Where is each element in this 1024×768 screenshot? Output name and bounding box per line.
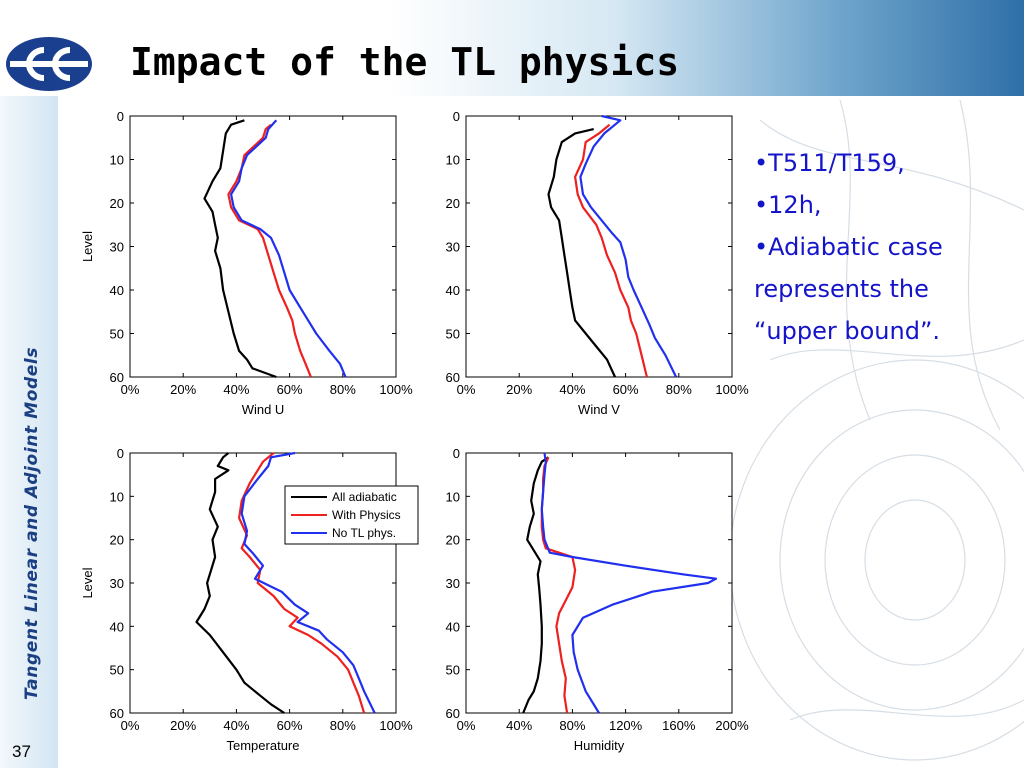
chart-1: 0% 20% 40% 60% 80% 100% 0 10 20 30 40 50 60 Wind V [446, 109, 750, 417]
y-tick-label: 40 [446, 283, 460, 298]
x-tick-label: 100% [379, 382, 413, 397]
x-tick-label: 160% [662, 718, 696, 733]
y-tick-label: 0 [453, 446, 460, 461]
x-tick-label: 40% [559, 382, 585, 397]
x-tick-label: 100% [715, 382, 749, 397]
y-tick-label: 10 [446, 153, 460, 168]
y-tick-label: 0 [453, 109, 460, 124]
x-axis-label: Wind V [578, 402, 620, 417]
plot-area [129, 115, 397, 378]
note-line: represents the [754, 275, 929, 303]
x-tick-label: 0% [457, 382, 476, 397]
x-tick-label: 60% [277, 382, 303, 397]
legend-entry: All adiabatic [332, 490, 397, 504]
plot-area [465, 452, 733, 714]
x-tick-label: 80% [330, 382, 356, 397]
series-line-0 [195, 452, 285, 714]
x-tick-label: 20% [506, 382, 532, 397]
x-tick-label: 40% [223, 382, 249, 397]
note-line: •T511/T159, [754, 149, 905, 177]
y-tick-label: 0 [117, 109, 124, 124]
x-tick-label: 20% [170, 382, 196, 397]
y-tick-label: 60 [446, 370, 460, 385]
y-tick-label: 0 [117, 446, 124, 461]
legend-entry: No TL phys. [332, 526, 396, 540]
x-axis-label: Temperature [227, 738, 300, 753]
chart-2: 0% 20% 40% 60% 80% 100% 0 10 20 30 40 50 60 Temperatu… [80, 446, 419, 753]
y-tick-label: 50 [110, 327, 124, 342]
x-tick-label: 120% [609, 718, 643, 733]
series-line-2 [240, 451, 376, 714]
series-line-1 [227, 123, 312, 378]
series-line-2 [540, 452, 718, 714]
y-tick-label: 40 [110, 619, 124, 634]
x-tick-label: 100% [379, 718, 413, 733]
y-tick-label: 10 [110, 153, 124, 168]
x-tick-label: 60% [613, 382, 639, 397]
y-tick-label: 30 [446, 240, 460, 255]
notes-bullets: •T511/T159, •12h, •Adiabatic case repres… [754, 142, 1016, 352]
x-tick-label: 40% [223, 718, 249, 733]
series-line-2 [579, 114, 678, 378]
y-tick-label: 20 [110, 533, 124, 548]
slide-number: 37 [12, 742, 31, 761]
y-tick-label: 40 [446, 619, 460, 634]
y-tick-label: 10 [446, 489, 460, 504]
y-tick-label: 50 [110, 663, 124, 678]
legend-entry: With Physics [332, 508, 401, 522]
y-tick-label: 50 [446, 327, 460, 342]
ecmwf-logo-icon [6, 37, 92, 91]
chart-0: 0% 20% 40% 60% 80% 100% 0 10 20 30 40 50 60 Wind U Lev… [80, 109, 413, 417]
x-tick-label: 0% [121, 382, 140, 397]
x-tick-label: 80% [666, 382, 692, 397]
y-tick-label: 30 [446, 576, 460, 591]
y-tick-label: 60 [110, 706, 124, 721]
legend: All adiabatic With Physics No TL phys. [284, 485, 419, 545]
y-axis-label: Level [80, 231, 95, 262]
y-tick-label: 30 [110, 576, 124, 591]
x-tick-label: 40% [506, 718, 532, 733]
page-title: Impact of the TL physics [130, 40, 680, 84]
series-line-0 [547, 128, 616, 378]
note-line: •12h, [754, 191, 822, 219]
sidebar [0, 96, 58, 768]
x-tick-label: 60% [277, 718, 303, 733]
chart-3: 0% 40% 80% 120% 160% 200% 0 10 20 30 40 50 60 Humidit… [446, 446, 750, 753]
series-line-1 [238, 452, 366, 714]
x-tick-label: 0% [121, 718, 140, 733]
y-tick-label: 50 [446, 663, 460, 678]
x-tick-label: 200% [715, 718, 749, 733]
x-axis-label: Humidity [574, 738, 625, 753]
header-bar [0, 0, 1024, 96]
y-tick-label: 60 [446, 706, 460, 721]
x-tick-label: 0% [457, 718, 476, 733]
series-line-0 [522, 456, 550, 714]
y-tick-label: 60 [110, 370, 124, 385]
series-line-0 [203, 119, 277, 379]
y-tick-label: 20 [446, 533, 460, 548]
y-tick-label: 20 [110, 196, 124, 211]
x-tick-label: 80% [559, 718, 585, 733]
y-tick-label: 20 [446, 196, 460, 211]
note-line: •Adiabatic case [754, 233, 943, 261]
x-tick-label: 20% [170, 718, 196, 733]
x-tick-label: 80% [330, 718, 356, 733]
y-tick-label: 40 [110, 283, 124, 298]
y-tick-label: 30 [110, 240, 124, 255]
x-axis-label: Wind U [242, 402, 285, 417]
note-line: “upper bound”. [754, 317, 941, 345]
series-line-2 [230, 119, 347, 378]
y-axis-label: Level [80, 567, 95, 598]
plot-area [465, 115, 733, 378]
y-tick-label: 10 [110, 489, 124, 504]
series-line-1 [574, 123, 648, 378]
